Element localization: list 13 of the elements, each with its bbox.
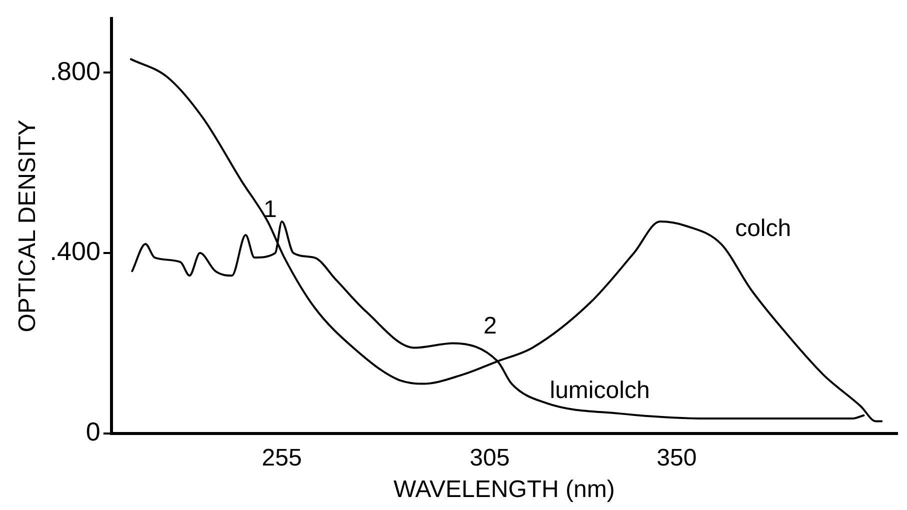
y-axis-title: OPTICAL DENSITY xyxy=(14,120,42,332)
series-label: lumicolch xyxy=(550,377,650,404)
y-tick-label: .800 xyxy=(50,56,100,86)
annotation: 2 xyxy=(484,312,497,340)
y-tick-label: .400 xyxy=(50,236,100,266)
x-tick-label: 305 xyxy=(470,444,510,472)
line-series xyxy=(130,58,883,422)
x-tick-label: 350 xyxy=(656,444,697,472)
y-tick-label: 0 xyxy=(86,416,100,447)
annotation: 1 xyxy=(264,196,277,223)
series-label: colch xyxy=(735,215,792,242)
x-tick-label: 255 xyxy=(262,444,302,472)
x-axis-title: WAVELENGTH (nm) xyxy=(394,476,615,504)
